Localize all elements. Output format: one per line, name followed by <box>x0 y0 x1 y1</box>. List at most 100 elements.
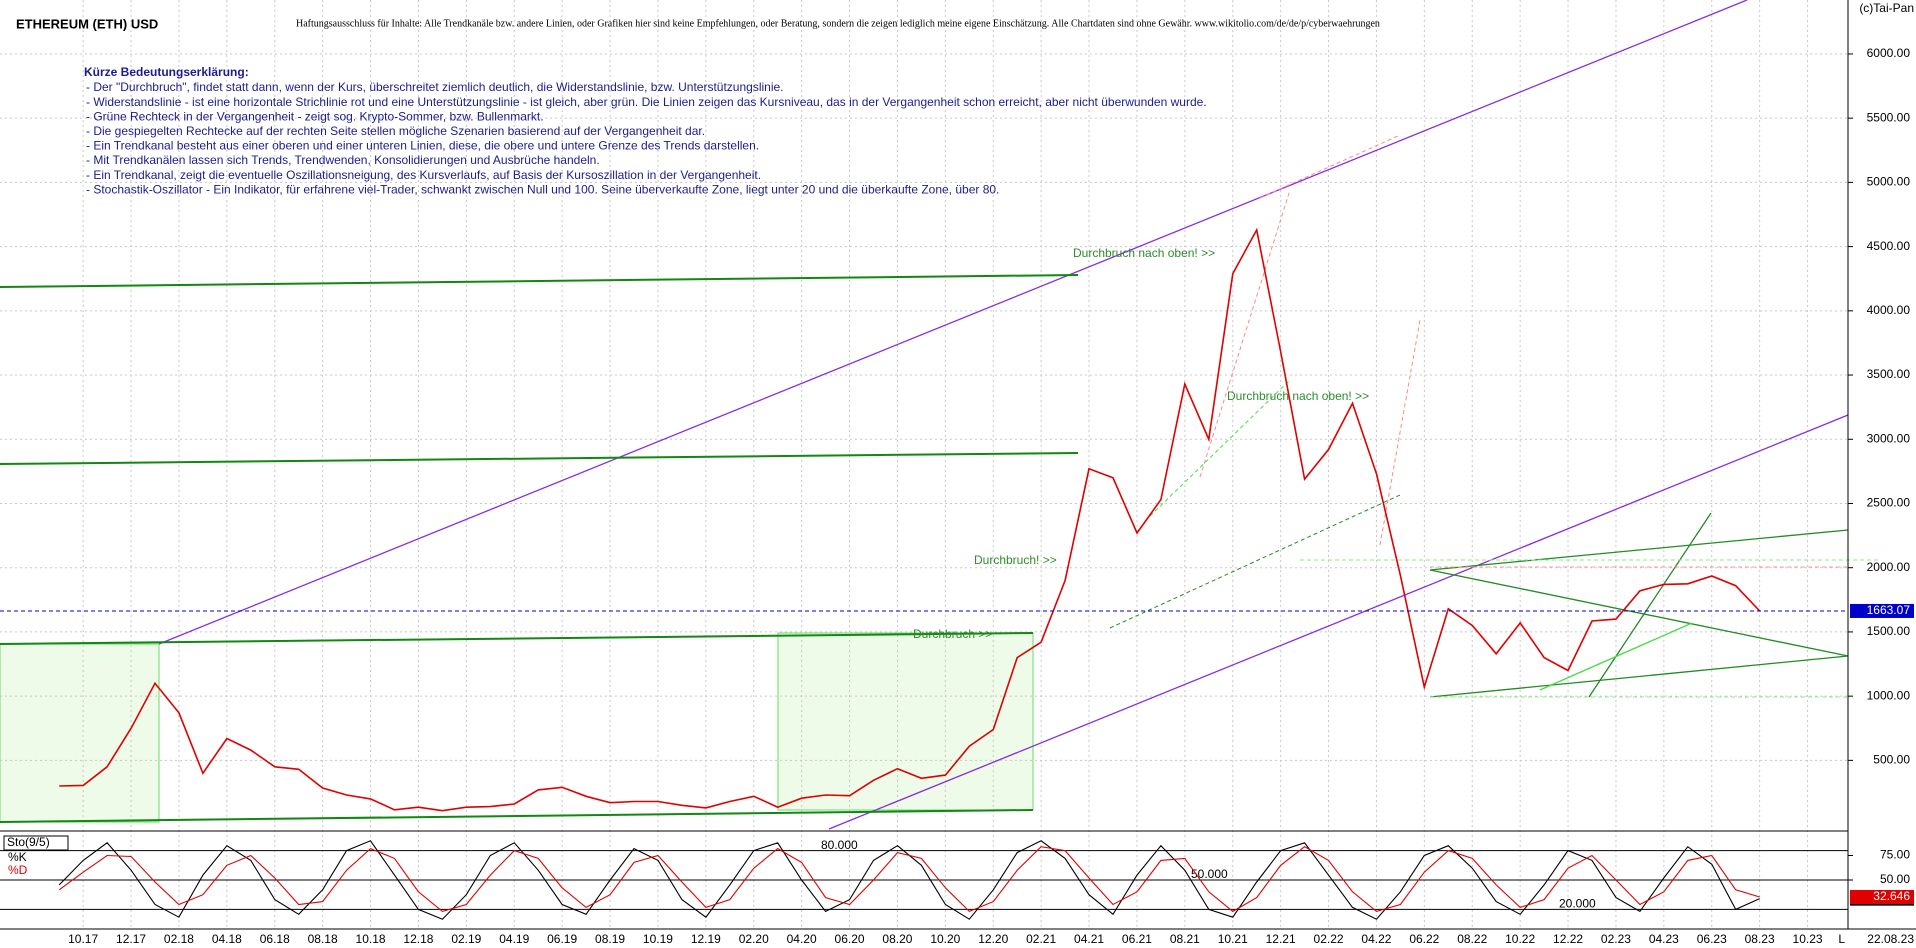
series-line <box>58 846 1760 913</box>
chart-title: ETHEREUM (ETH) USD <box>16 16 158 31</box>
annotation: Durchbruch nach oben! >> <box>1227 389 1369 403</box>
disclaimer: Haftungsausschluss für Inhalte: Alle Tre… <box>296 18 1380 29</box>
x-tick-label: 10.22 <box>1505 932 1535 946</box>
indicator-title: Sto(9/5) <box>7 835 50 849</box>
x-tick-label: 12.18 <box>403 932 433 946</box>
y-tick-label: 1000.00 <box>1867 688 1911 702</box>
annotation: Durchbruch! >> <box>974 553 1057 567</box>
annotation: Durchbruch nach oben! >> <box>1073 246 1215 260</box>
y-tick-label: 1500.00 <box>1867 624 1911 638</box>
legend-line: - Ein Trendkanal besteht aus einer obere… <box>86 139 759 153</box>
y-tick-label: 4000.00 <box>1867 303 1911 317</box>
x-tick-label: 12.20 <box>978 932 1008 946</box>
legend-line: - Grüne Rechteck in der Vergangenheit - … <box>86 109 544 123</box>
trend-line <box>1149 379 1291 517</box>
x-tick-label: 06.21 <box>1122 932 1152 946</box>
x-tick-label: 10.19 <box>643 932 673 946</box>
x-tick-label: 08.19 <box>595 932 625 946</box>
x-tick-label: 04.20 <box>787 932 817 946</box>
x-tick-label: 10.20 <box>930 932 960 946</box>
y-tick-label: 500.00 <box>1873 753 1910 767</box>
x-tick-label: 02.19 <box>451 932 481 946</box>
bull-rect <box>0 643 160 823</box>
y-tick-label: 6000.00 <box>1867 46 1911 60</box>
x-tick-label: 08.18 <box>308 932 338 946</box>
legend-line: - Der "Durchbruch", findet statt dann, w… <box>86 80 784 94</box>
legend-line: - Mit Trendkanälen lassen sich Trends, T… <box>86 153 600 167</box>
x-tick-label: 04.23 <box>1649 932 1679 946</box>
y-tick-label: 3500.00 <box>1867 367 1911 381</box>
x-tick-label: 02.23 <box>1601 932 1631 946</box>
trend-line <box>828 414 1849 830</box>
y-tick-label: 4500.00 <box>1867 239 1911 253</box>
x-tick-label: 06.18 <box>260 932 290 946</box>
y-tick-label: 2500.00 <box>1867 496 1911 510</box>
x-tick-label: 08.20 <box>882 932 912 946</box>
corner-label: L <box>1838 932 1845 946</box>
x-tick-label: 10.17 <box>68 932 98 946</box>
x-tick-label: 06.19 <box>547 932 577 946</box>
x-tick-label: 04.18 <box>212 932 242 946</box>
trend-line <box>1539 622 1693 691</box>
y-tick-label: 50.00 <box>1880 872 1910 886</box>
x-tick-label: 12.22 <box>1553 932 1583 946</box>
trend-line <box>0 452 1079 465</box>
y-tick-label: 5000.00 <box>1867 175 1911 189</box>
legend-label: %K <box>8 850 27 864</box>
trend-line <box>1379 319 1421 546</box>
x-tick-label: 08.21 <box>1170 932 1200 946</box>
trend-line <box>1588 512 1712 698</box>
y-tick-label: 3000.00 <box>1867 431 1911 445</box>
x-tick-label: 04.21 <box>1074 932 1104 946</box>
x-tick-label: 06.20 <box>835 932 865 946</box>
last-price-box <box>1850 603 1914 618</box>
last-price-label: 1663.07 <box>1867 603 1911 617</box>
trend-lines <box>0 0 1880 830</box>
plot-area <box>0 0 1848 929</box>
x-tick-label: 02.22 <box>1314 932 1344 946</box>
legend-label: %D <box>8 863 28 877</box>
y-tick-label: 2000.00 <box>1867 560 1911 574</box>
last-value-box <box>1850 890 1914 905</box>
x-tick-label: 02.21 <box>1026 932 1056 946</box>
legend-line: - Widerstandslinie - ist eine horizontal… <box>86 95 1207 109</box>
x-tick-label: 10.21 <box>1218 932 1248 946</box>
trend-line <box>1429 569 1849 657</box>
bull-rect <box>777 632 1034 811</box>
x-tick-label: 08.22 <box>1457 932 1487 946</box>
legend-title: Kürze Bedeutungserklärung: <box>84 65 249 79</box>
trend-line <box>1429 529 1849 571</box>
x-tick-label: 12.21 <box>1266 932 1296 946</box>
x-tick-label: 04.19 <box>499 932 529 946</box>
trend-line <box>1199 189 1291 478</box>
legend-line: - Stochastik-Oszillator - Ein Indikator,… <box>86 182 999 196</box>
x-tick-label: 12.17 <box>116 932 146 946</box>
y-tick-label: 5500.00 <box>1867 110 1911 124</box>
y-tick-label: 75.00 <box>1880 848 1910 862</box>
level-label: 80.000 <box>821 838 858 852</box>
level-label: 50.000 <box>1191 867 1228 881</box>
last-value-label: 32.646 <box>1873 889 1910 903</box>
trend-line <box>0 809 1034 823</box>
x-tick-label: 04.22 <box>1361 932 1391 946</box>
x-tick-label: 02.18 <box>164 932 194 946</box>
legend-line: - Die gespiegelten Rechtecke auf der rec… <box>86 124 705 138</box>
trend-line <box>1259 134 1401 199</box>
copyright: (c)Tai-Pan <box>1859 1 1914 15</box>
x-tick-label: 06.23 <box>1697 932 1727 946</box>
trend-line <box>0 274 1079 288</box>
trend-line <box>0 632 1034 645</box>
x-tick-label: 10.23 <box>1793 932 1823 946</box>
series-line <box>59 227 1761 812</box>
annotation: Durchbruch >> <box>913 627 992 641</box>
x-tick-label: 10.18 <box>356 932 386 946</box>
x-tick-label: 02.20 <box>739 932 769 946</box>
trend-line <box>158 0 1748 645</box>
indicator-box <box>3 835 69 851</box>
x-tick-label: 08.23 <box>1745 932 1775 946</box>
trend-line <box>1429 655 1849 698</box>
legend-line: - Ein Trendkanal, zeigt die eventuelle O… <box>86 168 761 182</box>
level-label: 20.000 <box>1559 897 1596 911</box>
x-tick-label: 06.22 <box>1409 932 1439 946</box>
